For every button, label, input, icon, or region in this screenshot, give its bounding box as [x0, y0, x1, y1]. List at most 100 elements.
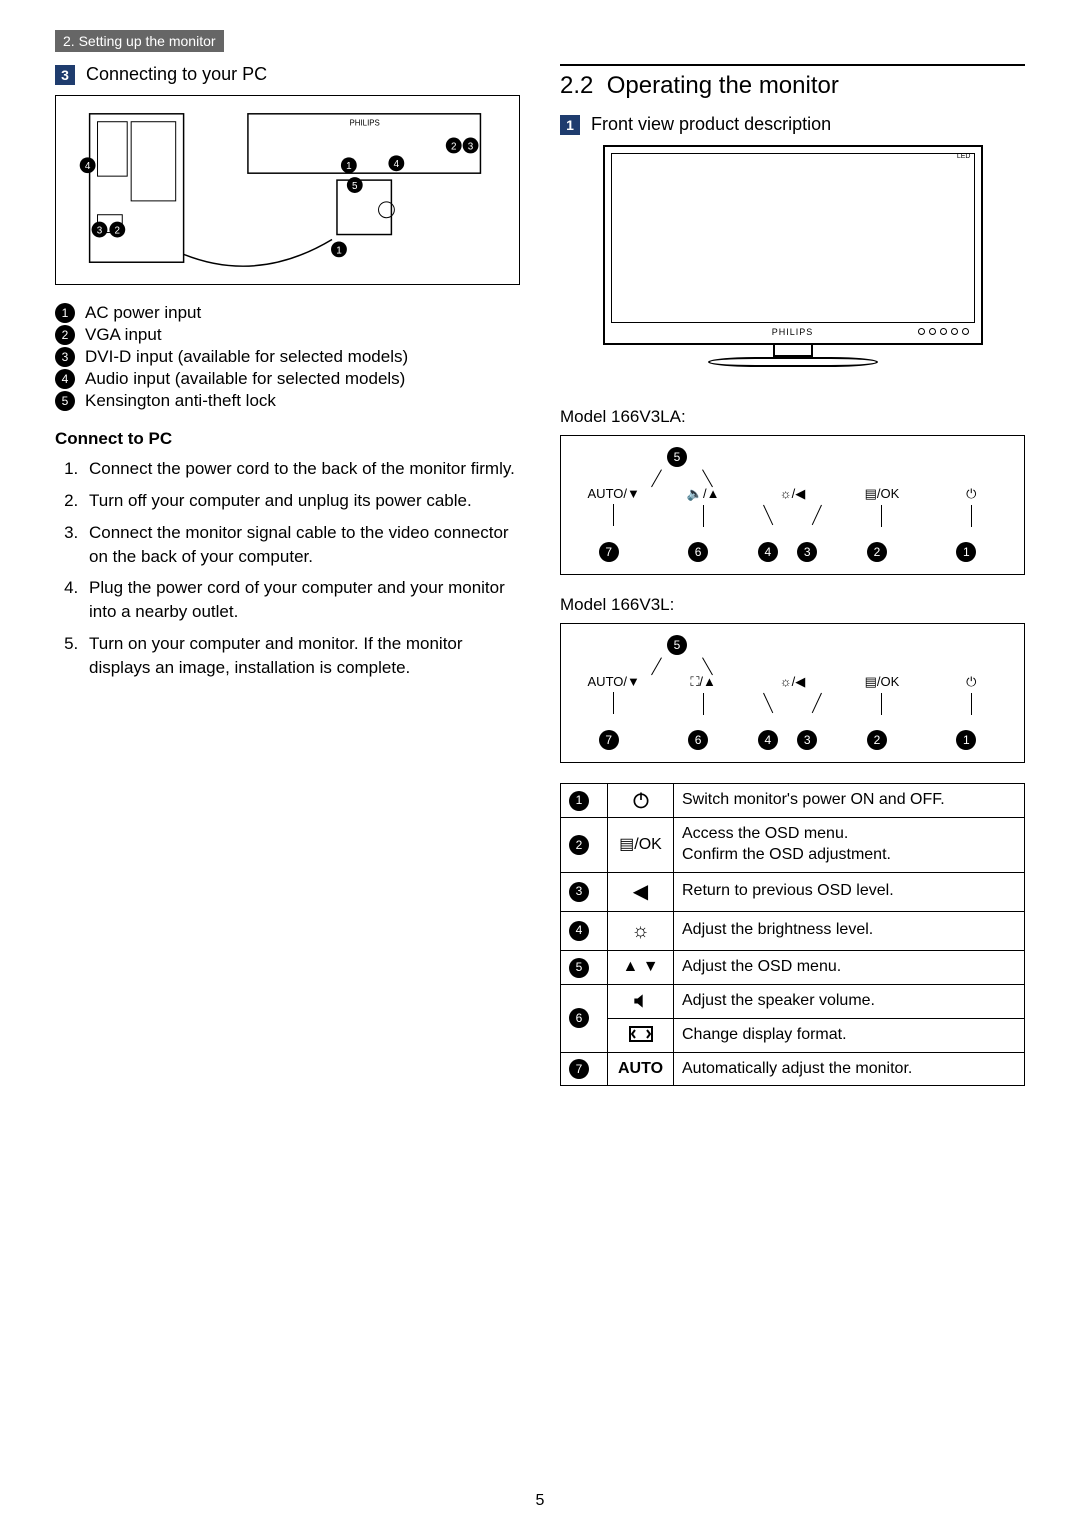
section-title: 2.2 Operating the monitor	[560, 72, 1025, 100]
port-list: 1 AC power input 2 VGA input 3 DVI-D input …	[55, 303, 520, 411]
row-desc: Change display format.	[674, 1018, 1025, 1052]
table-row: Change display format.	[561, 1018, 1025, 1052]
button-label: ▤/OK	[837, 674, 926, 690]
svg-text:2: 2	[115, 226, 120, 237]
table-row: 2 ▤/OK Access the OSD menu. Confirm the …	[561, 818, 1025, 873]
list-item: Turn on your computer and monitor. If th…	[83, 632, 520, 680]
speaker-icon	[631, 991, 651, 1011]
svg-text:5: 5	[352, 181, 358, 192]
power-icon	[631, 790, 651, 810]
button-label: 🔈/▲	[658, 486, 747, 502]
format-icon	[629, 1026, 653, 1042]
svg-text:1: 1	[336, 246, 342, 257]
connect-steps: Connect the power cord to the back of th…	[55, 457, 520, 679]
port-num-1-icon: 1	[55, 303, 75, 323]
callout-icon: 6	[688, 730, 708, 750]
callout-icon: 7	[599, 542, 619, 562]
menu-ok-icon: ▤/OK	[619, 836, 662, 853]
brightness-icon: ☼	[631, 920, 649, 942]
port-num-3-icon: 3	[55, 347, 75, 367]
button-label: AUTO/▼	[569, 486, 658, 501]
button-label: ⏻	[927, 486, 1016, 502]
front-step-number: 1	[560, 115, 580, 135]
list-item: Plug the power cord of your computer and…	[83, 576, 520, 624]
breadcrumb: 2. Setting up the monitor	[55, 30, 224, 52]
port-num-2-icon: 2	[55, 325, 75, 345]
section-rule	[560, 64, 1025, 66]
svg-text:PHILIPS: PHILIPS	[350, 119, 380, 128]
connecting-title: Connecting to your PC	[86, 64, 267, 84]
front-view-title: Front view product description	[591, 114, 831, 134]
row-num-icon: 5	[569, 958, 589, 978]
port-label: DVI-D input (available for selected mode…	[85, 347, 408, 367]
row-num-icon: 4	[569, 921, 589, 941]
row-desc: Adjust the brightness level.	[674, 911, 1025, 950]
button-label: ⏻	[927, 674, 1016, 690]
button-label: ⛶/▲	[658, 674, 747, 690]
svg-text:2: 2	[451, 142, 457, 153]
front-view-heading: 1 Front view product description	[560, 114, 1025, 135]
row-desc: Adjust the speaker volume.	[674, 984, 1025, 1018]
port-num-5-icon: 5	[55, 391, 75, 411]
callout-icon: 2	[867, 730, 887, 750]
model-a-label: Model 166V3LA:	[560, 407, 1025, 427]
row-num-icon: 2	[569, 835, 589, 855]
list-item: Connect the power cord to the back of th…	[83, 457, 520, 481]
callout-icon: 7	[599, 730, 619, 750]
row-desc: Adjust the OSD menu.	[674, 950, 1025, 984]
led-label: LED	[957, 153, 971, 160]
connect-to-pc-heading: Connect to PC	[55, 429, 520, 449]
callout-icon: 3	[797, 542, 817, 562]
row-desc: Return to previous OSD level.	[674, 872, 1025, 911]
button-label: ☼/◀	[748, 486, 837, 502]
right-column: 2.2 Operating the monitor 1 Front view p…	[560, 64, 1025, 1086]
connecting-heading: 3 Connecting to your PC	[55, 64, 520, 85]
callout-icon: 6	[688, 542, 708, 562]
button-description-table: 1 Switch monitor's power ON and OFF. 2 ▤…	[560, 783, 1025, 1086]
row-desc: Switch monitor's power ON and OFF.	[674, 784, 1025, 818]
port-label: AC power input	[85, 303, 201, 323]
row-desc: Automatically adjust the monitor.	[674, 1052, 1025, 1086]
list-item: Connect the monitor signal cable to the …	[83, 521, 520, 569]
row-desc: Access the OSD menu. Confirm the OSD adj…	[674, 818, 1025, 873]
table-row: 4 ☼ Adjust the brightness level.	[561, 911, 1025, 950]
monitor-brand: PHILIPS	[772, 327, 814, 337]
callout-icon: 4	[758, 542, 778, 562]
button-label: ▤/OK	[837, 486, 926, 502]
callout-icon: 2	[867, 542, 887, 562]
callout-icon: 1	[956, 730, 976, 750]
monitor-buttons-icon	[918, 328, 969, 335]
button-strip-b: 5 AUTO/▼ ⛶/▲ ☼/◀ ▤/OK ⏻ 7 6 4 3 2 1	[560, 623, 1025, 763]
table-row: 3 ◀ Return to previous OSD level.	[561, 872, 1025, 911]
row-num-icon: 6	[569, 1008, 589, 1028]
up-down-icon: ▲ ▼	[622, 958, 658, 975]
list-item: Turn off your computer and unplug its po…	[83, 489, 520, 513]
port-label: Audio input (available for selected mode…	[85, 369, 405, 389]
table-row: 6 Adjust the speaker volume.	[561, 984, 1025, 1018]
svg-text:4: 4	[85, 161, 91, 172]
table-row: 7 AUTO Automatically adjust the monitor.	[561, 1052, 1025, 1086]
monitor-illustration: LED PHILIPS	[603, 145, 983, 385]
port-num-4-icon: 4	[55, 369, 75, 389]
callout-icon: 3	[797, 730, 817, 750]
row-num-icon: 3	[569, 882, 589, 902]
callout-5-icon: 5	[667, 635, 687, 655]
svg-text:4: 4	[394, 159, 400, 170]
port-label: Kensington anti-theft lock	[85, 391, 276, 411]
callout-5-icon: 5	[667, 447, 687, 467]
callout-icon: 4	[758, 730, 778, 750]
row-num-icon: 1	[569, 791, 589, 811]
svg-text:3: 3	[468, 142, 474, 153]
table-row: 1 Switch monitor's power ON and OFF.	[561, 784, 1025, 818]
connection-diagram: PHILIPS 1 2 3 4 4 1 5 3 2	[55, 95, 520, 285]
svg-text:3: 3	[97, 226, 103, 237]
table-row: 5 ▲ ▼ Adjust the OSD menu.	[561, 950, 1025, 984]
connecting-step-number: 3	[55, 65, 75, 85]
page-number: 5	[536, 1492, 545, 1510]
model-b-label: Model 166V3L:	[560, 595, 1025, 615]
left-arrow-icon: ◀	[633, 881, 648, 903]
left-column: 3 Connecting to your PC PHILIPS 1 2	[55, 64, 520, 1086]
button-label: ☼/◀	[748, 674, 837, 690]
port-label: VGA input	[85, 325, 162, 345]
button-label: AUTO/▼	[569, 674, 658, 689]
